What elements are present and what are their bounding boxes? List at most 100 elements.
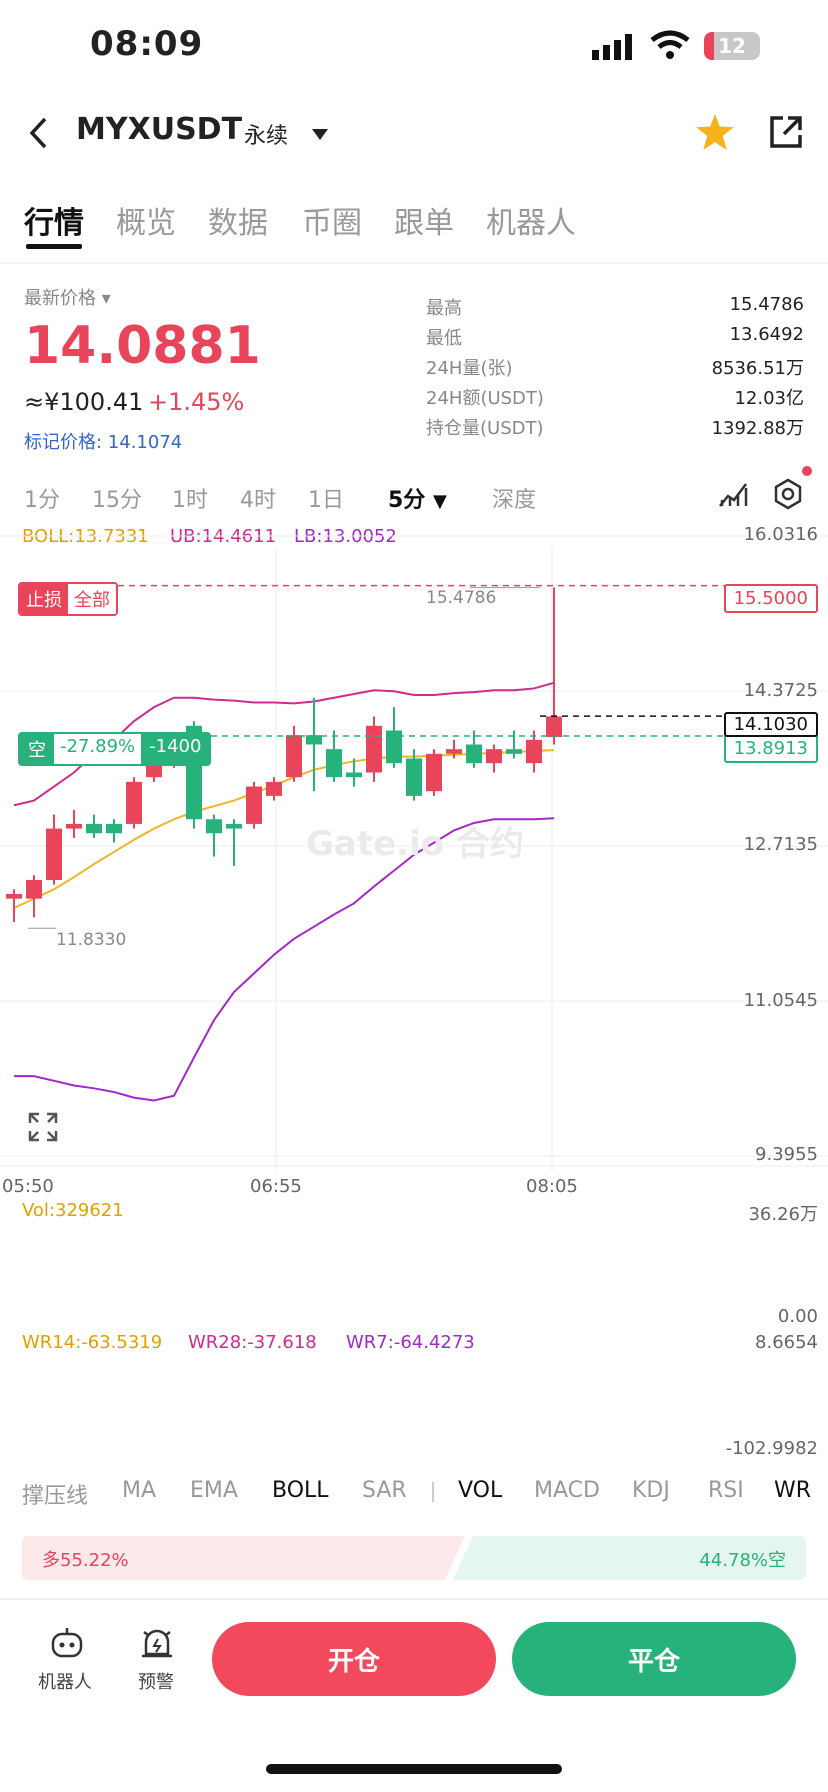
bottom-divider xyxy=(0,1598,828,1600)
stat-value-high: 15.4786 xyxy=(729,294,804,315)
alert-label[interactable]: 预警 xyxy=(138,1672,174,1693)
stop-loss-price-tag: 15.5000 xyxy=(723,584,818,613)
indicator-boll[interactable]: BOLL xyxy=(272,1478,329,1503)
candle-body xyxy=(346,772,362,778)
candle-body xyxy=(486,749,502,764)
alert-icon[interactable] xyxy=(140,1626,174,1664)
candle-body xyxy=(366,725,382,773)
high-price-marker: 15.4786 xyxy=(426,588,497,608)
candle-body xyxy=(226,823,242,829)
long-ratio-fill xyxy=(22,1536,465,1580)
stop-loss-tag[interactable]: 止损 全部 xyxy=(18,582,118,616)
wifi-icon xyxy=(650,30,690,64)
indicator-ema[interactable]: EMA xyxy=(190,1478,238,1503)
timeframe-1m[interactable]: 1分 xyxy=(24,488,60,513)
indicator-ma[interactable]: MA xyxy=(122,1478,157,1503)
wr-axis-bottom: -102.9982 xyxy=(725,1438,818,1459)
wr-axis-top: 8.6654 xyxy=(755,1332,818,1353)
candle-body xyxy=(306,735,322,745)
watermark: Gate.io 合约 xyxy=(306,824,524,864)
price-axis-label: 16.0316 xyxy=(743,524,818,545)
wr14-legend: WR14:-63.5319 xyxy=(22,1332,163,1353)
last-price: 14.0881 xyxy=(24,316,261,376)
divider xyxy=(0,262,828,264)
active-tab-indicator xyxy=(26,244,82,249)
price-axis-label: 12.7135 xyxy=(743,834,818,855)
chart-type-icon[interactable] xyxy=(718,478,750,512)
position-side: 空 xyxy=(28,740,46,761)
indicator-sar[interactable]: SAR xyxy=(362,1478,407,1503)
home-indicator xyxy=(266,1764,562,1774)
long-ratio: 多55.22% xyxy=(42,1550,129,1571)
candle-body xyxy=(446,749,462,754)
candle-body xyxy=(546,716,562,738)
stat-label-volume: 24H量(张) xyxy=(426,358,513,379)
indicator-macd[interactable]: MACD xyxy=(534,1478,600,1503)
timeframe-1d[interactable]: 1日 xyxy=(308,488,344,513)
timeframe-5m[interactable]: 5分 ▼ xyxy=(388,488,447,513)
price-change: +1.45% xyxy=(148,388,245,416)
candle-body xyxy=(266,781,282,796)
stat-value-volume: 8536.51万 xyxy=(711,358,804,379)
signal-icon xyxy=(592,34,634,64)
battery-level: 12 xyxy=(718,34,746,58)
back-arrow-icon[interactable] xyxy=(28,116,48,154)
candle-body xyxy=(326,749,342,778)
symbol-title[interactable]: MYXUSDT xyxy=(76,112,243,147)
close-position-button[interactable]: 平仓 xyxy=(512,1622,796,1696)
candle-body xyxy=(46,828,62,880)
stop-loss-label: 止损 xyxy=(20,584,68,614)
candle-body xyxy=(206,819,222,834)
stat-label-turnover: 24H额(USDT) xyxy=(426,388,544,409)
indicator-divider xyxy=(432,1482,434,1502)
stat-value-low: 13.6492 xyxy=(729,324,804,345)
chart-settings-icon[interactable] xyxy=(772,478,804,514)
indicator-rsi[interactable]: RSI xyxy=(708,1478,744,1503)
candle-body xyxy=(26,879,42,899)
tab-bots[interactable]: 机器人 xyxy=(486,206,576,241)
time-axis-label: 08:05 xyxy=(526,1176,578,1197)
timeframe-depth[interactable]: 深度 xyxy=(492,488,537,513)
candle-body xyxy=(406,758,422,796)
volume-axis-top: 36.26万 xyxy=(748,1204,818,1225)
indicator-wr[interactable]: WR xyxy=(774,1478,812,1503)
stat-label-open-interest: 持仓量(USDT) xyxy=(426,418,544,439)
timeframe-4h[interactable]: 4时 xyxy=(240,488,276,513)
candle-body xyxy=(386,730,402,764)
contract-type[interactable]: 永续 xyxy=(244,124,289,149)
tab-data[interactable]: 数据 xyxy=(208,206,268,241)
caret-down-icon[interactable] xyxy=(312,126,328,145)
candlestick-chart[interactable] xyxy=(0,0,828,1170)
tab-community[interactable]: 币圈 xyxy=(302,206,362,241)
timeframe-1h[interactable]: 1时 xyxy=(172,488,208,513)
candle-body xyxy=(426,753,442,792)
tab-overview[interactable]: 概览 xyxy=(116,206,176,241)
volume-legend: Vol:329621 xyxy=(22,1200,124,1221)
share-icon[interactable] xyxy=(768,114,804,154)
favorite-star-icon[interactable] xyxy=(696,114,734,154)
indicator-vol[interactable]: VOL xyxy=(458,1478,503,1503)
timeframe-15m[interactable]: 15分 xyxy=(92,488,142,513)
indicator-kdj[interactable]: KDJ xyxy=(632,1478,670,1503)
sentiment-bar: 多55.22% 44.78%空 xyxy=(22,1536,806,1580)
tab-market[interactable]: 行情 xyxy=(24,206,84,241)
latest-price-label[interactable]: 最新价格 ▾ xyxy=(24,288,111,309)
fullscreen-icon[interactable] xyxy=(28,1112,58,1146)
candle-body xyxy=(106,823,122,834)
robot-icon[interactable] xyxy=(50,1628,84,1664)
open-position-button[interactable]: 开仓 xyxy=(212,1622,496,1696)
robot-label[interactable]: 机器人 xyxy=(38,1672,92,1693)
mark-price: 标记价格: 14.1074 xyxy=(24,432,183,453)
boll-legend: BOLL:13.7331 xyxy=(22,526,149,547)
stat-value-open-interest: 1392.88万 xyxy=(711,418,804,439)
position-tag[interactable]: 空 -27.89% -1400 xyxy=(18,732,212,766)
tab-copy-trading[interactable]: 跟单 xyxy=(394,206,454,241)
price-axis-label: 14.3725 xyxy=(743,680,818,701)
low-price-marker: 11.8330 xyxy=(56,930,127,950)
position-price-tag: 13.8913 xyxy=(723,734,818,763)
indicator-support-resistance[interactable]: 撑压线 xyxy=(22,1484,89,1509)
volume-axis-bottom: 0.00 xyxy=(777,1306,818,1327)
short-ratio-fill xyxy=(452,1536,806,1580)
candle-body xyxy=(526,739,542,764)
candle-body xyxy=(6,893,22,899)
